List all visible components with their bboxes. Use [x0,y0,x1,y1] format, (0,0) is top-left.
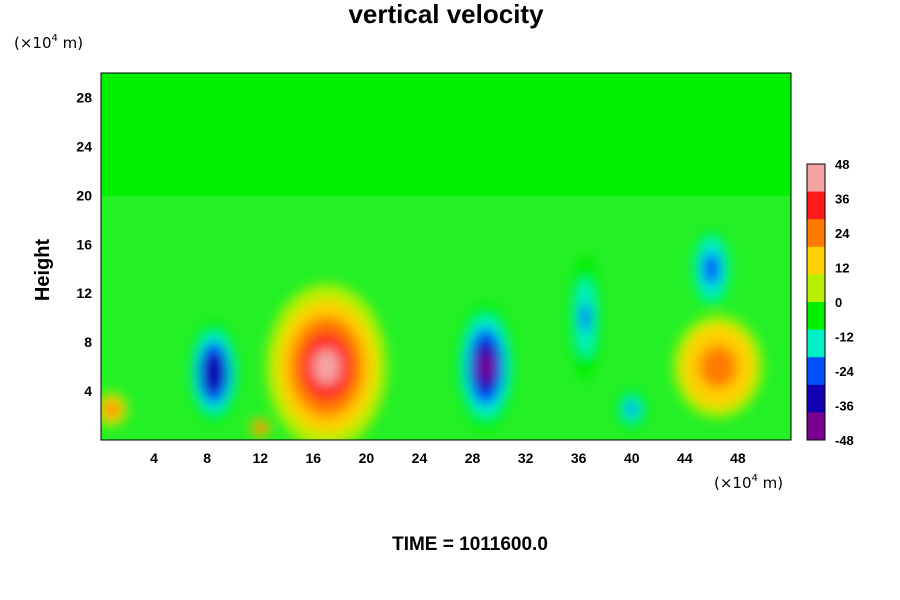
contour-ring [705,259,717,279]
colorbar-tick-label: -48 [835,433,854,448]
velocity-cell-0 [266,283,387,440]
velocity-cell-5 [673,315,763,418]
contour-ring [478,352,494,381]
contour-ring [106,404,117,415]
svg-text:(×104 m): (×104 m) [714,473,783,492]
colorbar-swatch [807,219,825,248]
colorbar-tick-label: -12 [835,330,854,345]
velocity-cell-3 [570,254,601,381]
contour-ring [627,403,637,416]
y-axis-label: Height [32,239,54,302]
colorbar-tick-label: -24 [835,364,855,379]
x-tick-label: 32 [518,450,534,466]
x-tick-label: 8 [203,450,211,466]
x-tick-label: 28 [465,450,481,466]
colorbar-swatch [807,274,825,303]
y-tick-label: 28 [76,89,92,105]
velocity-cell-6 [250,418,271,438]
colorbar-swatch [807,164,825,193]
velocity-cell-2 [457,303,515,430]
colorbar-swatch [807,384,825,413]
x-tick-label: 20 [359,450,375,466]
x-tick-label: 16 [306,450,322,466]
colorbar-tick-label: 36 [835,192,849,207]
colorbar-swatch [807,191,825,220]
colorbar-tick-label: 24 [835,226,850,241]
colorbar-swatch [807,246,825,275]
colorbar-swatch [807,412,825,441]
y-tick-label: 8 [84,334,92,350]
plot-frame [100,72,792,441]
colorbar-swatch [807,329,825,358]
contour-ring [707,354,729,379]
colorbar-tick-label: -36 [835,399,854,414]
x-tick-label: 44 [677,450,693,466]
x-tick-label: 12 [252,450,268,466]
y-unit-label: (×104 m) [14,33,83,52]
y-tick-label: 4 [84,383,92,399]
colorbar-tick-label: 48 [835,157,849,172]
chart-title: vertical velocity [348,0,544,29]
x-tick-label: 48 [730,450,746,466]
colorbar-swatch [807,302,825,331]
y-tick-label: 20 [76,187,92,203]
contour-ring [312,348,341,385]
colorbar [806,163,826,441]
x-unit-label: (×104 m) [714,473,783,492]
y-tick-label: 24 [76,138,92,154]
y-tick-label: 12 [76,285,92,301]
y-tick-label: 16 [76,236,92,252]
plot-area [101,73,791,440]
contour-ring [256,424,264,432]
colorbar-swatch [807,357,825,386]
time-label: TIME = 1011600.0 [392,534,548,555]
velocity-cell-1 [189,321,239,424]
x-tick-label: 36 [571,450,587,466]
velocity-cell-8 [616,389,648,430]
contour-ring [207,360,221,385]
colorbar-tick-label: 0 [835,295,842,310]
colorbar-tick-label: 12 [835,261,849,276]
svg-text:(×104 m): (×104 m) [14,33,83,52]
x-tick-label: 24 [412,450,428,466]
velocity-cell-4 [692,230,731,308]
contour-ring [580,303,590,332]
velocity-cell-7 [101,392,127,427]
x-tick-label: 40 [624,450,640,466]
colorbar-frame [806,163,826,441]
x-tick-label: 4 [150,450,158,466]
